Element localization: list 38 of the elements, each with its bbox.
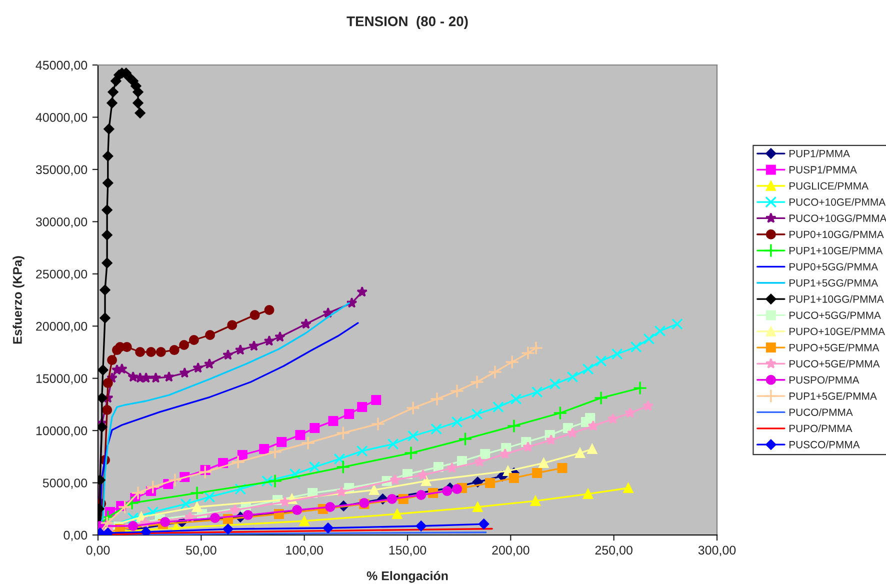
y-tick-label: 45000,00 bbox=[36, 60, 88, 72]
x-tick-label: 200,00 bbox=[492, 546, 530, 556]
x-tick-label: 50,00 bbox=[186, 546, 216, 556]
y-tick-label: 20000,00 bbox=[36, 322, 88, 332]
legend-label: PUCO+5GG/PMMA bbox=[789, 311, 881, 319]
y-tick-label: 40000,00 bbox=[36, 113, 88, 124]
x-tick-label: 100,00 bbox=[286, 546, 323, 556]
y-tick-label: 0,00 bbox=[64, 530, 88, 542]
y-tick-label: 10000,00 bbox=[36, 426, 88, 437]
legend-label: PUP0+5GG/PMMA bbox=[789, 262, 878, 270]
x-tick-label: 300,00 bbox=[698, 546, 736, 556]
y-tick-label: 5000,00 bbox=[42, 478, 88, 489]
legend-label: PUCO+10GE/PMMA bbox=[789, 198, 886, 206]
legend-label: PUPO/PMMA bbox=[789, 424, 852, 432]
y-axis-title: Esfuerzo (KPa) bbox=[12, 256, 24, 344]
chart-title: TENSION (80 - 20) bbox=[346, 16, 468, 29]
legend-label: PUSCO/PMMA bbox=[789, 440, 860, 448]
legend-label: PUP1/PMMA bbox=[789, 150, 850, 158]
legend-label: PUSPO/PMMA bbox=[789, 376, 860, 384]
legend-label: PUCO+5GE/PMMA bbox=[789, 360, 880, 368]
legend-label: PUP1+10GE/PMMA bbox=[789, 246, 883, 254]
y-tick-label: 30000,00 bbox=[36, 217, 88, 228]
y-tick-label: 35000,00 bbox=[36, 165, 88, 176]
legend-label: PUPO+10GE/PMMA bbox=[789, 327, 885, 336]
y-tick-label: 25000,00 bbox=[36, 270, 88, 280]
legend-label: PUCO/PMMA bbox=[789, 408, 853, 416]
y-tick-label: 15000,00 bbox=[36, 374, 88, 384]
legend-label: PUP1+5GG/PMMA bbox=[789, 278, 878, 287]
x-tick-label: 0,00 bbox=[86, 546, 110, 556]
legend-label: PUP1+5GE/PMMA bbox=[789, 392, 877, 400]
x-axis-title: % Elongación bbox=[366, 570, 448, 583]
x-tick-label: 250,00 bbox=[595, 546, 632, 556]
legend-label: PUP0+10GG/PMMA bbox=[789, 230, 884, 238]
legend-label: PUSP1/PMMA bbox=[789, 166, 857, 174]
x-tick-label: 150,00 bbox=[389, 546, 426, 556]
legend-label: PUGLICE/PMMA bbox=[789, 182, 868, 190]
legend-label: PUPO+5GE/PMMA bbox=[789, 344, 880, 352]
legend-label: PUP1+10GG/PMMA bbox=[789, 295, 884, 303]
